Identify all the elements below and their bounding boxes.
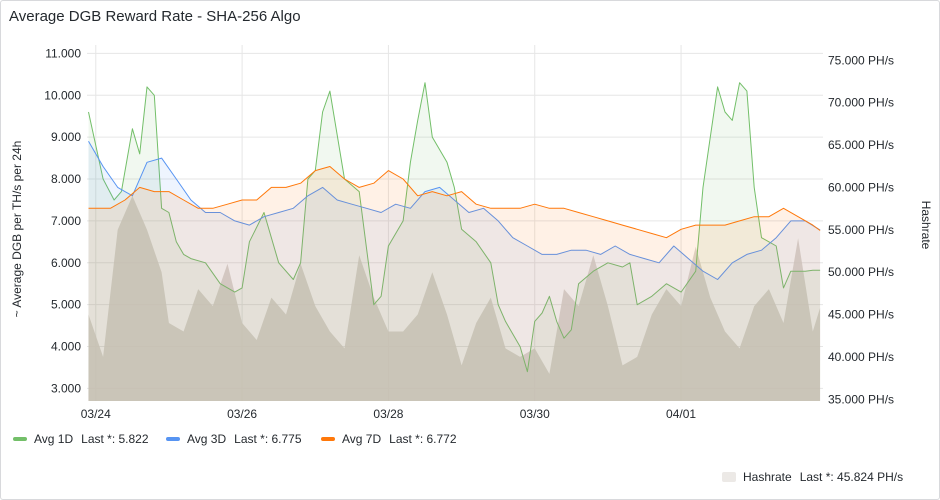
- y-tick-label: 11.000: [45, 46, 81, 60]
- y2-axis-label: Hashrate: [919, 201, 933, 250]
- y-tick-label: 5.000: [51, 298, 81, 312]
- axis-layer: 3.000 4.000 5.000 6.000 7.000 8.000 9.000 10.00…: [44, 46, 894, 421]
- y2-tick-label: 55.000 PH/s: [828, 223, 894, 237]
- legend-label: Avg 3D: [187, 432, 227, 446]
- y2-tick-label: 75.000 PH/s: [828, 53, 894, 67]
- legend-label: Avg 7D: [342, 432, 382, 446]
- avg-7d-area: [88, 166, 821, 401]
- reward-series: [88, 82, 821, 402]
- legend-label: Hashrate: [743, 470, 792, 484]
- y-tick-label: 3.000: [51, 381, 81, 395]
- y2-tick-label: 50.000 PH/s: [828, 265, 894, 279]
- legend-last-value: Last *: 45.824 PH/s: [799, 470, 904, 484]
- avg-1d-area: [88, 82, 821, 401]
- legend-item-avg-1d[interactable]: Avg 1D Last *: 5.822: [13, 432, 149, 446]
- legend-last-value: Last *: 5.822: [81, 432, 149, 446]
- legend-last-value: Last *: 6.775: [234, 432, 302, 446]
- y-tick-label: 10.000: [44, 88, 81, 102]
- y-tick-label: 6.000: [51, 256, 81, 270]
- y-tick-label: 4.000: [51, 340, 81, 354]
- legend-last-value: Last *: 6.772: [389, 432, 457, 446]
- legend-item-avg-3d[interactable]: Avg 3D Last *: 6.775: [166, 432, 302, 446]
- y2-tick-label: 70.000 PH/s: [828, 96, 894, 110]
- y-axis-label: ~ Average DGB per TH/s per 24h: [10, 141, 24, 318]
- x-tick-label: 03/26: [227, 407, 257, 421]
- x-tick-label: 03/30: [520, 407, 550, 421]
- y-tick-label: 8.000: [51, 172, 81, 186]
- y-tick-label: 7.000: [51, 214, 81, 228]
- y2-tick-label: 40.000 PH/s: [828, 350, 894, 364]
- y2-tick-label: 65.000 PH/s: [828, 138, 894, 152]
- y2-tick-label: 35.000 PH/s: [828, 392, 894, 406]
- avg-3d-area: [88, 141, 821, 402]
- x-tick-label: 03/28: [373, 407, 403, 421]
- legend-swatch: [722, 472, 736, 482]
- panel-title: Average DGB Reward Rate - SHA-256 Algo: [9, 8, 301, 25]
- x-tick-label: 03/24: [81, 407, 111, 421]
- legend-swatch: [321, 437, 335, 441]
- legend-item-hashrate[interactable]: Hashrate Last *: 45.824 PH/s: [722, 470, 903, 484]
- legend-label: Avg 1D: [34, 432, 74, 446]
- avg-7d-line: [88, 166, 821, 239]
- hashrate-area: [88, 195, 821, 401]
- legend-swatch: [13, 437, 27, 441]
- legend-item-avg-7d[interactable]: Avg 7D Last *: 6.772: [321, 432, 457, 446]
- legend-swatch: [166, 437, 180, 441]
- hashrate-series: [88, 195, 821, 401]
- x-tick-label: 04/01: [666, 407, 696, 421]
- y-tick-label: 9.000: [51, 130, 81, 144]
- y2-tick-label: 60.000 PH/s: [828, 180, 894, 194]
- avg-1d-line: [88, 82, 821, 373]
- avg-3d-line: [88, 141, 821, 280]
- y2-tick-label: 45.000 PH/s: [828, 308, 894, 322]
